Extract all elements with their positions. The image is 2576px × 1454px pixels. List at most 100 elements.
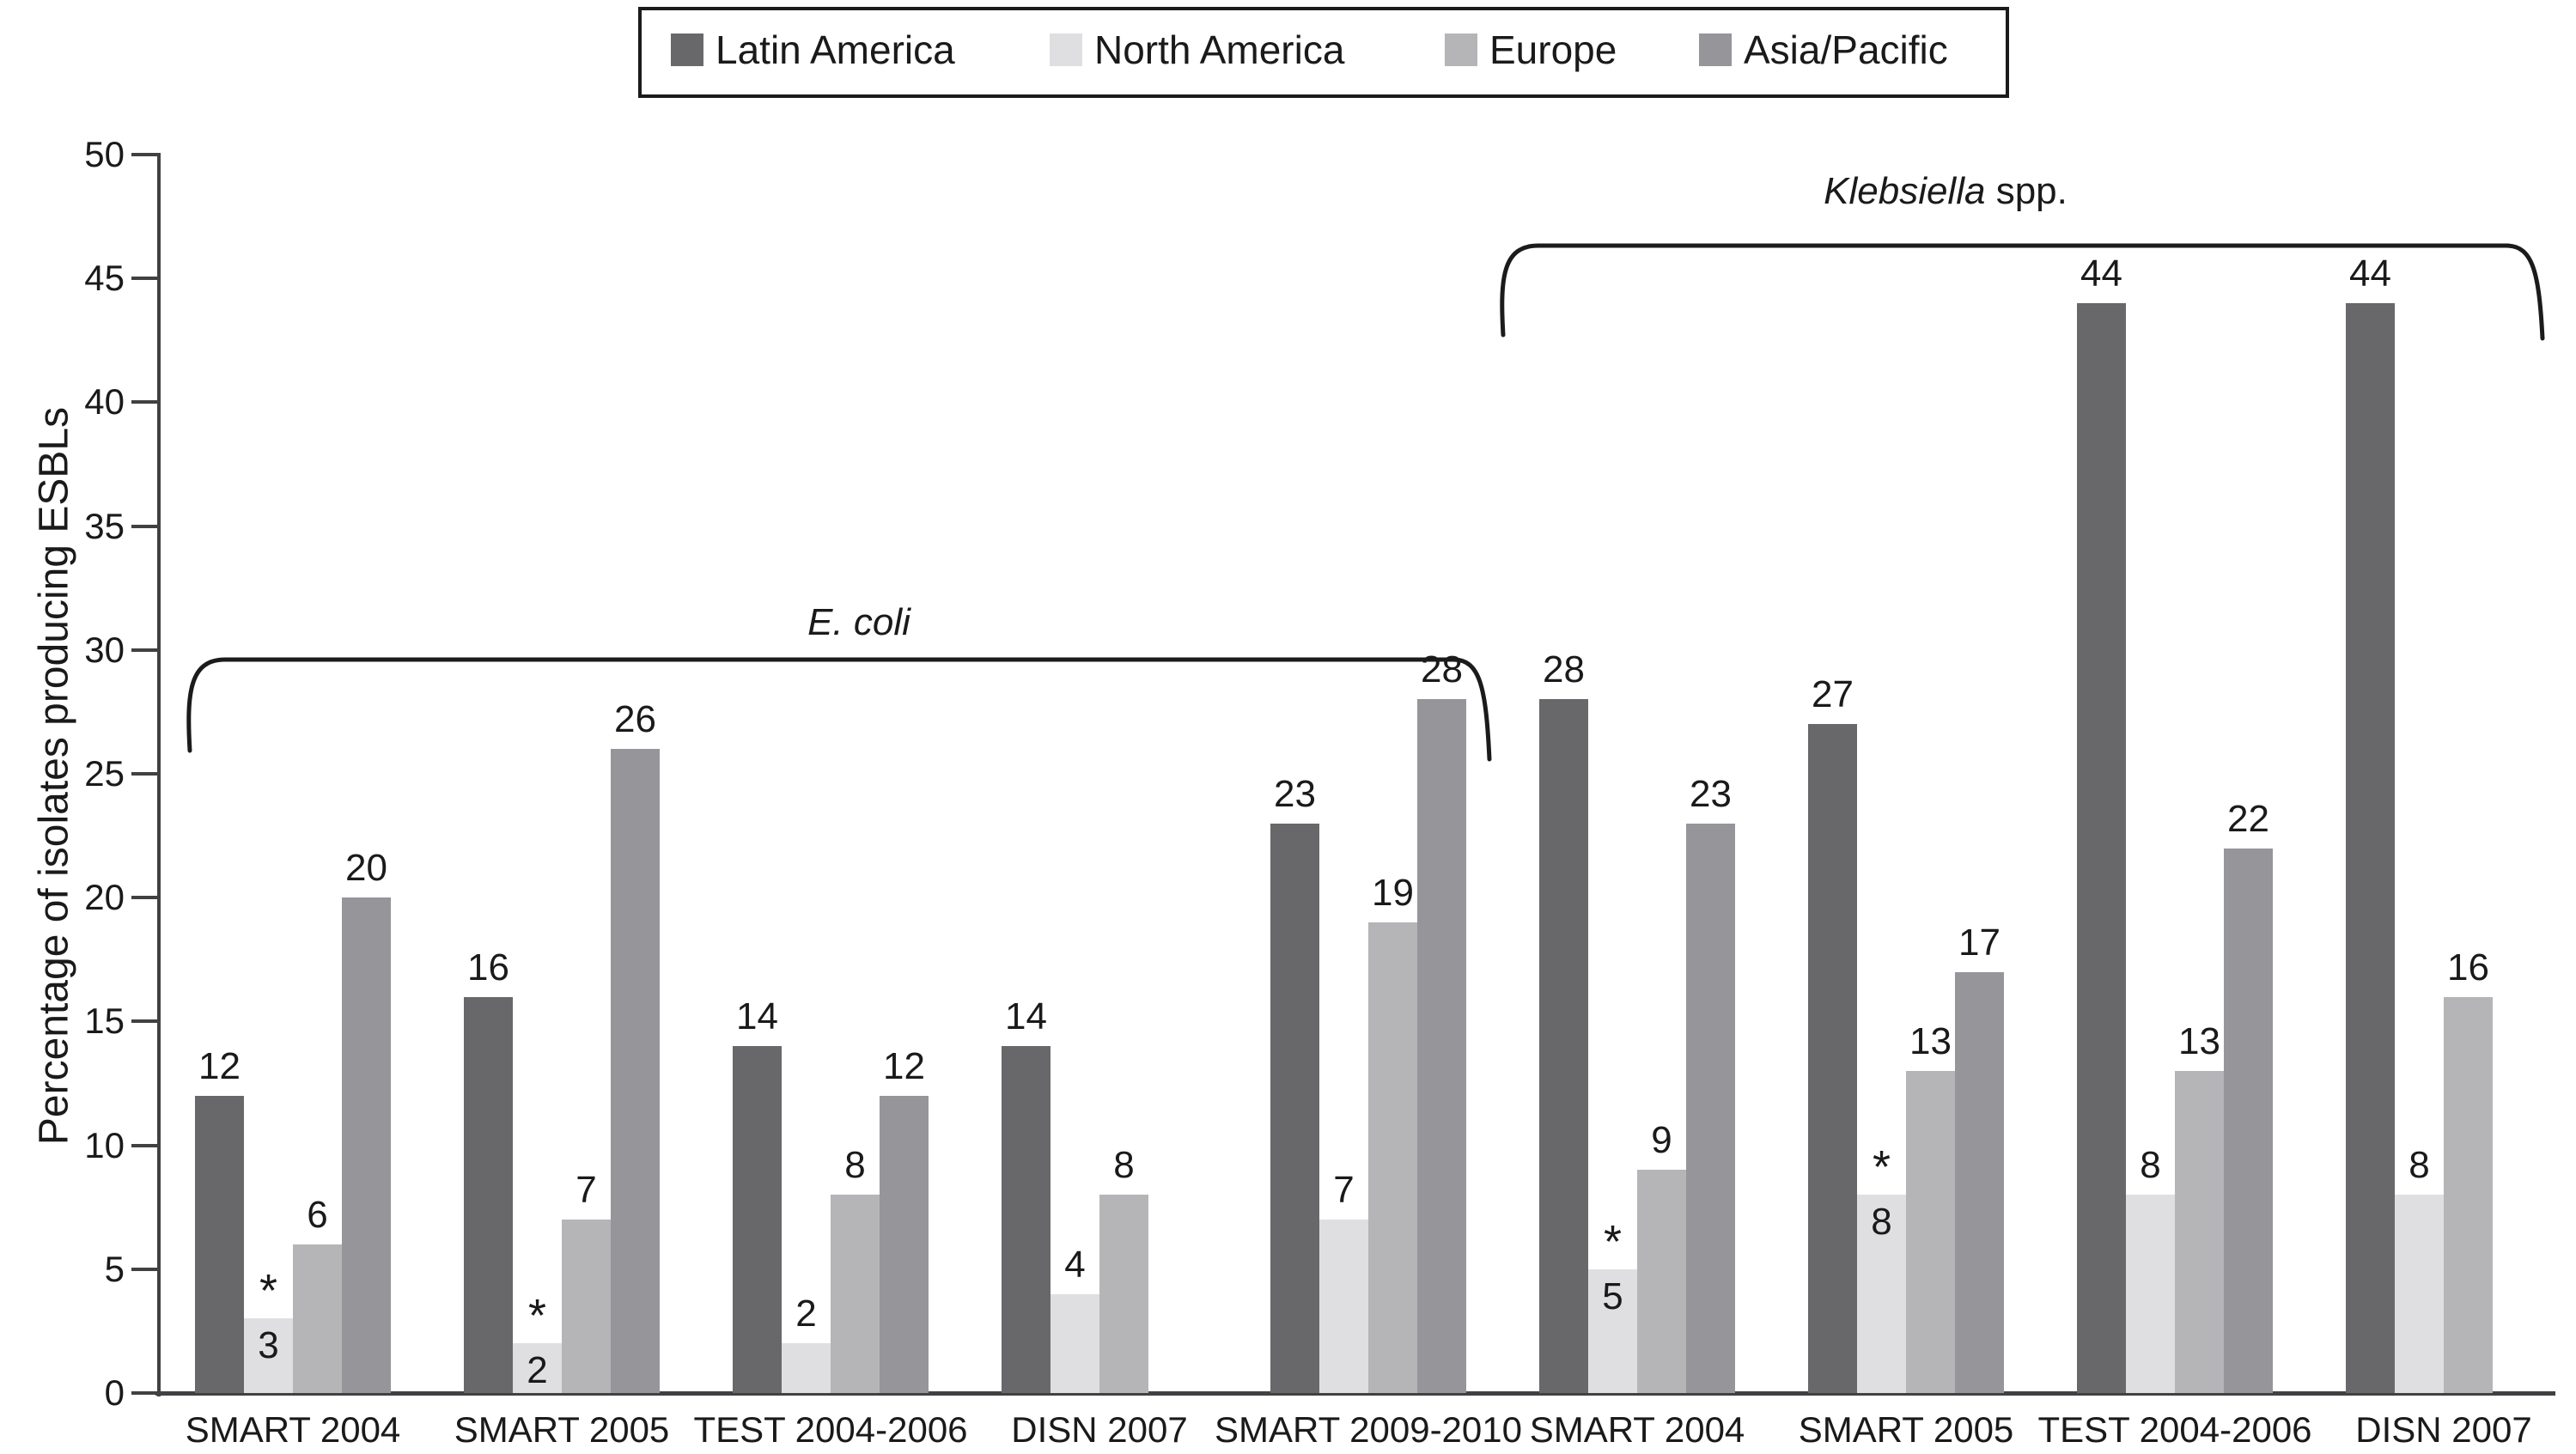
y-tick-label: 25 bbox=[84, 753, 125, 794]
bar-asia-pacific bbox=[880, 1095, 929, 1393]
legend-label: North America bbox=[1094, 27, 1345, 72]
legend-label: Asia/Pacific bbox=[1744, 27, 1948, 72]
legend-label: Europe bbox=[1489, 27, 1617, 72]
bar-asia-pacific bbox=[2224, 848, 2273, 1393]
bar-europe bbox=[2175, 1071, 2224, 1393]
bar-value-label: 28 bbox=[1421, 648, 1463, 691]
legend-swatch-north-america bbox=[1050, 33, 1082, 66]
bar-value-label: 12 bbox=[198, 1044, 241, 1087]
y-tick-mark bbox=[131, 1391, 157, 1395]
y-tick-label: 15 bbox=[84, 1001, 125, 1042]
bar-value-label: 20 bbox=[345, 847, 387, 890]
bar-value-label: 26 bbox=[614, 698, 656, 741]
bar-latin-america bbox=[464, 996, 513, 1393]
bar-north-america bbox=[782, 1343, 831, 1393]
bar-north-america bbox=[513, 1343, 562, 1393]
x-axis-label: SMART 2005 bbox=[454, 1409, 670, 1450]
bar-north-america bbox=[1857, 1195, 1906, 1393]
y-tick-mark bbox=[131, 772, 157, 776]
bar-value-label: 17 bbox=[1958, 921, 2001, 964]
y-tick-label: 50 bbox=[84, 134, 125, 174]
significance-asterisk: * bbox=[527, 1290, 546, 1342]
bar-asia-pacific bbox=[1417, 699, 1466, 1393]
bar-value-label: 8 bbox=[844, 1144, 866, 1187]
bar-value-label: 13 bbox=[2178, 1020, 2220, 1063]
bar-latin-america bbox=[2346, 303, 2395, 1393]
x-axis-label: DISN 2007 bbox=[1011, 1409, 1188, 1450]
bar-europe bbox=[1099, 1195, 1148, 1393]
bar-value-label: 8 bbox=[1113, 1144, 1135, 1187]
bar-value-label: 6 bbox=[307, 1193, 328, 1236]
y-tick-mark bbox=[131, 400, 157, 405]
y-tick-mark bbox=[131, 524, 157, 528]
bar-north-america bbox=[1588, 1268, 1637, 1393]
bar-europe bbox=[2444, 996, 2493, 1393]
y-tick-mark bbox=[131, 277, 157, 281]
bar-value-label: 16 bbox=[2447, 946, 2489, 989]
bar-value-label: 8 bbox=[1871, 1201, 1892, 1244]
y-axis-line bbox=[157, 153, 161, 1396]
y-tick-label: 30 bbox=[84, 629, 125, 670]
bar-value-label: 2 bbox=[795, 1293, 817, 1335]
y-tick-mark bbox=[131, 896, 157, 900]
bar-asia-pacific bbox=[1686, 823, 1735, 1393]
section-label-klebsiella: Klebsiella spp. bbox=[1765, 170, 2126, 213]
bar-value-label: 5 bbox=[1602, 1275, 1623, 1317]
bar-value-label: 8 bbox=[2409, 1144, 2430, 1187]
bar-value-label: 12 bbox=[883, 1044, 925, 1087]
bar-value-label: 14 bbox=[736, 995, 778, 1038]
x-axis-label: DISN 2007 bbox=[2355, 1409, 2532, 1450]
significance-asterisk: * bbox=[259, 1265, 277, 1317]
x-axis-line bbox=[155, 1391, 2555, 1396]
bar-value-label: 23 bbox=[1690, 772, 1732, 815]
y-tick-mark bbox=[131, 648, 157, 652]
ecoli-bracket bbox=[186, 657, 1492, 762]
bar-value-label: 3 bbox=[258, 1324, 279, 1367]
bar-value-label: 2 bbox=[527, 1349, 548, 1392]
bar-europe bbox=[293, 1244, 342, 1393]
bar-value-label: 23 bbox=[1274, 772, 1316, 815]
bar-value-label: 13 bbox=[1909, 1020, 1952, 1063]
x-axis-label: SMART 2005 bbox=[1798, 1409, 2014, 1450]
klebsiella-bracket bbox=[1500, 243, 2545, 341]
y-tick-label: 20 bbox=[84, 877, 125, 918]
bar-north-america bbox=[2126, 1195, 2175, 1393]
y-tick-mark bbox=[131, 1019, 157, 1024]
x-axis-label: SMART 2004 bbox=[185, 1409, 401, 1450]
bar-latin-america bbox=[195, 1095, 244, 1393]
bar-asia-pacific bbox=[1955, 971, 2004, 1393]
bar-value-label: 4 bbox=[1064, 1243, 1086, 1286]
bar-value-label: 19 bbox=[1372, 872, 1414, 915]
bar-europe bbox=[831, 1195, 880, 1393]
x-axis-label: SMART 2009-2010 bbox=[1214, 1409, 1522, 1450]
bar-asia-pacific bbox=[342, 897, 391, 1393]
bar-north-america bbox=[1050, 1293, 1099, 1393]
x-axis-label: SMART 2004 bbox=[1529, 1409, 1745, 1450]
bar-value-label: 14 bbox=[1005, 995, 1047, 1038]
bar-value-label: 8 bbox=[2140, 1144, 2161, 1187]
bar-north-america bbox=[1319, 1220, 1368, 1393]
y-tick-label: 5 bbox=[104, 1248, 125, 1289]
legend-swatch-europe bbox=[1445, 33, 1477, 66]
bar-latin-america bbox=[1270, 823, 1319, 1393]
bar-latin-america bbox=[2077, 303, 2126, 1393]
bar-europe bbox=[562, 1220, 611, 1393]
significance-asterisk: * bbox=[1603, 1215, 1622, 1268]
bar-latin-america bbox=[1808, 724, 1857, 1393]
legend-box bbox=[638, 7, 2009, 98]
bar-value-label: 28 bbox=[1543, 648, 1585, 691]
klebsiella-label-italic: Klebsiella bbox=[1824, 170, 1986, 212]
y-tick-mark bbox=[131, 1267, 157, 1271]
bar-value-label: 44 bbox=[2080, 252, 2122, 295]
y-tick-label: 45 bbox=[84, 258, 125, 299]
bar-value-label: 27 bbox=[1812, 673, 1854, 716]
legend-label: Latin America bbox=[716, 27, 955, 72]
bar-asia-pacific bbox=[611, 749, 660, 1393]
legend-swatch-latin-america bbox=[671, 33, 703, 66]
y-tick-label: 10 bbox=[84, 1124, 125, 1165]
y-tick-label: 40 bbox=[84, 381, 125, 423]
y-tick-label: 35 bbox=[84, 505, 125, 546]
x-axis-label: TEST 2004-2006 bbox=[693, 1409, 968, 1450]
